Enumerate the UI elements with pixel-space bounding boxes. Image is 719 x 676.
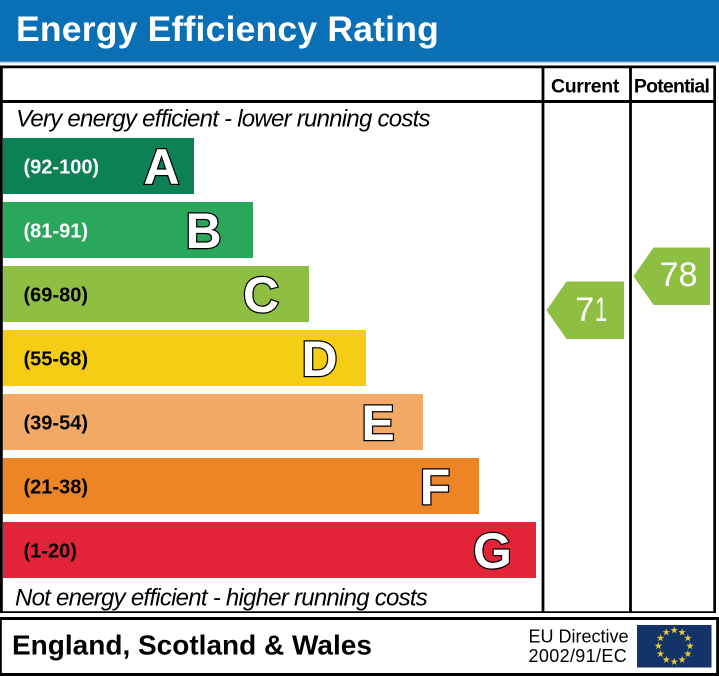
svg-text:Potential: Potential	[634, 76, 710, 98]
svg-text:C: C	[243, 267, 279, 323]
svg-text:EU Directive: EU Directive	[529, 627, 629, 647]
svg-text:Current: Current	[551, 76, 620, 98]
svg-text:1: 1	[595, 291, 607, 329]
svg-text:(69-80): (69-80)	[24, 284, 88, 306]
svg-text:78: 78	[659, 256, 697, 294]
svg-text:(39-54): (39-54)	[24, 412, 88, 434]
svg-text:Energy Efficiency Rating: Energy Efficiency Rating	[16, 9, 439, 49]
svg-text:(92-100): (92-100)	[24, 156, 100, 178]
svg-text:(81-91): (81-91)	[24, 220, 88, 242]
svg-text:England, Scotland & Wales: England, Scotland & Wales	[12, 630, 372, 661]
svg-text:2002/91/EC: 2002/91/EC	[529, 646, 628, 666]
svg-text:G: G	[473, 523, 512, 579]
svg-text:Very energy efficient - lower: Very energy efficient - lower running co…	[16, 106, 430, 133]
svg-text:Not energy efficient - higher: Not energy efficient - higher running co…	[15, 585, 428, 612]
svg-text:E: E	[361, 395, 394, 451]
svg-text:(1-20): (1-20)	[24, 540, 77, 562]
svg-text:7: 7	[575, 291, 594, 329]
svg-text:(21-38): (21-38)	[24, 476, 88, 498]
svg-text:D: D	[301, 331, 337, 387]
svg-text:(55-68): (55-68)	[24, 348, 88, 370]
svg-text:A: A	[143, 139, 179, 195]
svg-text:B: B	[185, 203, 221, 259]
svg-text:F: F	[420, 459, 451, 515]
